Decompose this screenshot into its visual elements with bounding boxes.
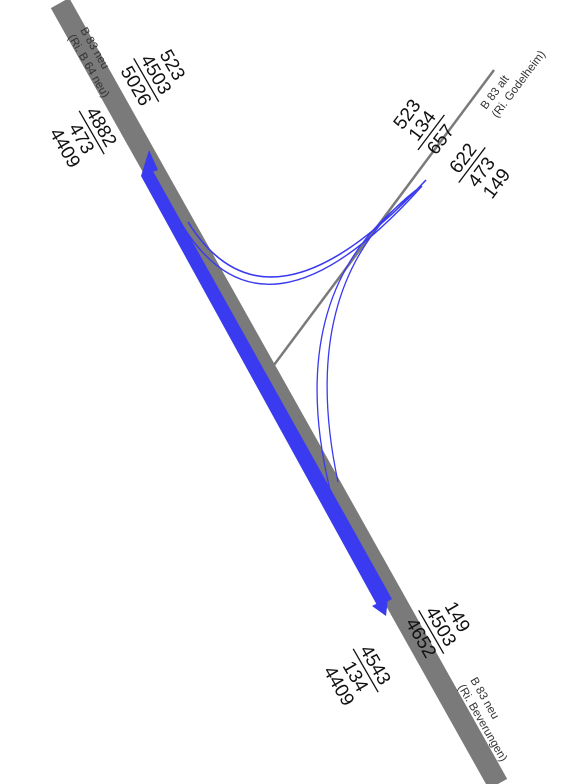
nw-out-divider: [78, 110, 105, 155]
ne-in-divider: [417, 114, 445, 151]
main-flow-band: [141, 164, 392, 607]
turn-flow-ne-se-inner: [326, 189, 417, 483]
turn-flow-ne-se-outer: [316, 194, 413, 491]
se-incoming-fraction: 149 4503 4652: [401, 598, 474, 662]
se-outgoing-fraction: 4543 134 4409: [319, 642, 395, 710]
label-ne-road: B 83 alt (Ri. Godelheim): [479, 49, 548, 121]
main-flow-arrow-south: [372, 598, 388, 616]
main-road-b83-neu: [50, 0, 508, 784]
se-out-divider: [352, 648, 379, 693]
se-in-divider: [418, 610, 445, 654]
ne-outgoing-fraction: 622 473 149: [446, 140, 515, 203]
nw-in-divider: [133, 58, 160, 102]
ne-out-divider: [458, 147, 486, 183]
turn-flow-nw-ne-inner: [187, 179, 427, 278]
turn-flow-nw-ne-outer: [177, 185, 423, 285]
main-flow-arrow-north: [141, 150, 158, 176]
